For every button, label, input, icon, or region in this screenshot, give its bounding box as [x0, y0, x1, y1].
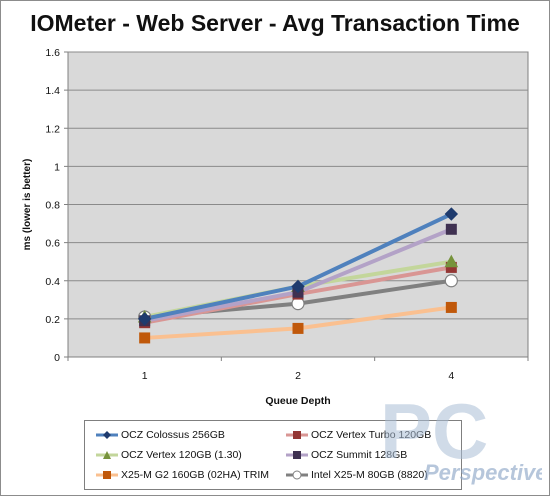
y-tick-label: 0.6: [45, 238, 60, 250]
x-tick-label: 1: [142, 370, 148, 382]
data-point: [444, 254, 459, 268]
watermark-sub: Perspective: [424, 460, 542, 485]
legend-swatch: [286, 451, 308, 459]
legend-swatch: [96, 431, 118, 439]
data-point: [291, 279, 305, 294]
data-point: [445, 223, 457, 235]
legend-label: OCZ Colossus 256GB: [121, 429, 225, 441]
x-axis-title: Queue Depth: [265, 395, 330, 407]
data-point: [445, 301, 457, 313]
chart-legend: OCZ Colossus 256GB OCZ Vertex Turbo 120GB…: [84, 420, 462, 490]
legend-swatch: [286, 431, 308, 439]
chart-title: IOMeter - Web Server - Avg Transaction T…: [30, 10, 520, 36]
watermark-main: PC: [380, 388, 488, 475]
x-tick-label: 4: [448, 370, 454, 382]
y-tick-label: 1.4: [45, 85, 60, 97]
y-axis-title: ms (lower is better): [22, 159, 33, 251]
legend-label: OCZ Vertex 120GB (1.30): [121, 449, 242, 461]
y-tick-label: 0: [54, 352, 60, 364]
legend-swatch: [96, 471, 118, 479]
legend-label: OCZ Summit 128GB: [311, 449, 408, 461]
legend-label: X25-M G2 160GB (02HA) TRIM: [121, 469, 270, 481]
data-point: [292, 322, 304, 334]
data-point: [139, 332, 151, 344]
x-tick-label: 2: [295, 370, 301, 382]
legend-label: OCZ Vertex Turbo 120GB: [311, 429, 432, 441]
y-tick-label: 0.8: [45, 200, 60, 212]
y-tick-label: 1.6: [45, 47, 60, 59]
legend-swatch: [286, 470, 308, 480]
legend-label: Intel X25-M 80GB (8820): [311, 469, 428, 481]
pc-perspective-watermark: PC Perspective: [380, 388, 542, 485]
y-tick-label: 0.2: [45, 314, 60, 326]
y-tick-label: 0.4: [45, 276, 60, 288]
data-point: [444, 207, 459, 221]
data-point: [444, 274, 458, 288]
data-point: [137, 312, 152, 326]
y-tick-label: 1.2: [45, 123, 60, 135]
y-tick-label: 1: [54, 161, 60, 173]
legend-swatch: [96, 451, 118, 459]
